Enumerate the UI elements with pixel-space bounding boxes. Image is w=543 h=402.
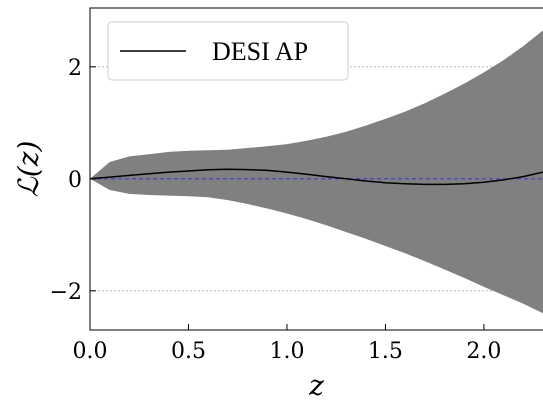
y-tick-label: 2 [68, 56, 82, 81]
x-tick-label: 2.0 [466, 339, 501, 364]
uncertainty-band [90, 30, 543, 314]
series-line-desi-ap [89, 168, 543, 186]
x-tick-label: 1.5 [368, 339, 403, 364]
x-axis-ticks: 0.0 0.5 1.0 1.5 2.0 [73, 324, 501, 364]
axes-frame [89, 7, 543, 331]
x-tick-label: 1.0 [269, 339, 304, 364]
legend-box [107, 21, 349, 81]
x-tick-label: 0.0 [73, 339, 108, 364]
legend-label: DESI AP [212, 37, 308, 66]
grid-lines [90, 66, 543, 292]
x-tick-label: 0.5 [171, 339, 206, 364]
y-axis-label: ℒ(z) [12, 141, 45, 198]
plot-frame [89, 7, 543, 331]
x-axis-label: z [308, 369, 324, 402]
y-tick-label: −2 [50, 280, 82, 305]
y-tick-label: 0 [68, 168, 82, 193]
y-axis-ticks: −2 0 2 [50, 56, 96, 305]
legend: DESI AP [107, 21, 349, 81]
